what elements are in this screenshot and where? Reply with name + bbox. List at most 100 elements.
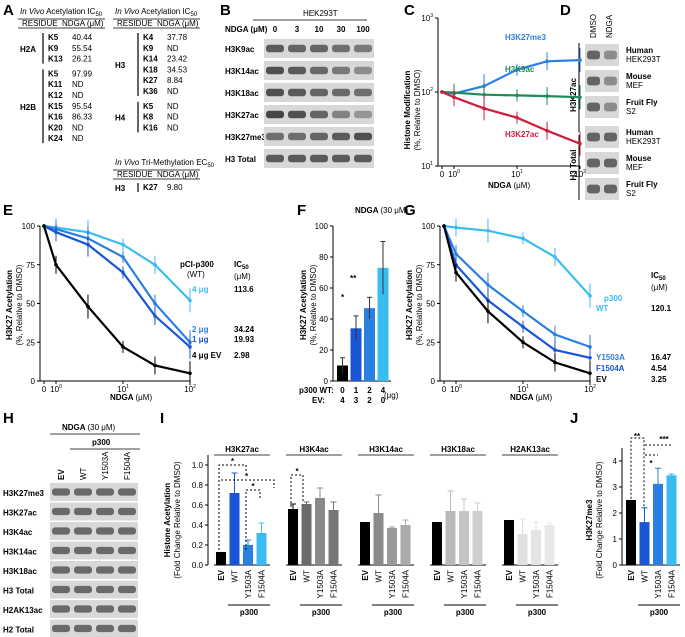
i-p300: p300 xyxy=(456,608,475,617)
panel-label-j: J xyxy=(570,410,578,427)
a-value: ND xyxy=(72,80,84,89)
blot-band xyxy=(116,619,138,637)
b-doses: 0 3 10 30 100 xyxy=(273,25,370,34)
blot-band xyxy=(585,126,602,148)
d-col-ndga: NDGA xyxy=(605,14,614,38)
a-value: ND xyxy=(167,87,179,96)
c-ylabel2: (%, Relative to DMSO) xyxy=(413,69,422,150)
c-xtick: 100 xyxy=(448,169,460,179)
f-ytick: 80 xyxy=(319,253,328,262)
bar xyxy=(626,500,636,565)
blot-band xyxy=(330,149,352,168)
bar xyxy=(544,525,555,565)
bar xyxy=(517,534,528,565)
bar xyxy=(387,528,397,565)
g-ic-value: 3.25 xyxy=(651,375,667,384)
blot-band xyxy=(94,561,116,579)
j-ytick: 2 xyxy=(613,509,618,518)
i-lane-label: WT xyxy=(519,570,528,583)
i-p300: p300 xyxy=(384,608,403,617)
a-value: 9.80 xyxy=(167,183,183,192)
blot-band xyxy=(286,127,308,146)
i-sig: * xyxy=(231,457,235,466)
blot-band xyxy=(286,39,308,58)
g-ytick: 50 xyxy=(426,300,435,309)
blot-band xyxy=(264,83,286,102)
b-row-label: H3K14ac xyxy=(225,67,259,76)
bar xyxy=(432,522,442,565)
series-line-f1504a xyxy=(442,225,591,359)
i-ytick: 0.6 xyxy=(192,501,204,510)
series-line-ev xyxy=(442,225,591,375)
blot-band xyxy=(94,580,116,599)
e-ytick: 25 xyxy=(26,338,35,347)
h-p300: p300 xyxy=(92,438,111,447)
g-xtick: 0 xyxy=(442,385,447,394)
blot-band xyxy=(330,105,352,124)
j-ytick: 1 xyxy=(613,535,618,544)
panel-label-g: G xyxy=(404,202,416,219)
f-wt-value: 1 xyxy=(354,386,359,395)
a-residue: K18 xyxy=(143,65,158,74)
i-group-title: H3K4ac xyxy=(299,445,329,454)
e-legend-head2: (WT) xyxy=(187,270,205,279)
a-group-label: H2B xyxy=(20,103,36,112)
f-ytick: 20 xyxy=(319,346,328,355)
panel-b-blot: HEK293T NDGA (μM) 0 3 10 30 100 H3K9ac H3K14a… xyxy=(225,9,374,168)
f-ylabel: H3K27 Acetylation xyxy=(299,270,308,340)
i-ytick: 0.8 xyxy=(192,481,204,490)
e-series-label: 4 μg xyxy=(192,285,209,294)
e-ic-unit: (μM) xyxy=(234,272,251,281)
f-row1-label: p300 WT: xyxy=(299,386,334,395)
i-ytick: 0.0 xyxy=(192,561,204,570)
a-left-table: K5 40.44 K9 55.54 K13 26.21 H2A K5 97.99 K11 ND K12… xyxy=(20,33,93,144)
a-residue: K4 xyxy=(143,33,154,42)
bar xyxy=(653,483,663,565)
d-cellline: MEF xyxy=(626,163,643,172)
blot-band xyxy=(50,541,72,560)
h-lanes: EV WT Y1503A F1504A xyxy=(57,451,132,480)
a-value: 55.54 xyxy=(72,44,93,53)
d-cellline: S2 xyxy=(626,189,636,198)
panel-i-chart: Histone Acetylation (Fold Change Relativ… xyxy=(163,461,182,579)
panel-f-chart: NDGA (30 μM) H3K27 Acetylation (%, Relat… xyxy=(299,206,409,405)
a-value: 26.21 xyxy=(72,55,93,64)
panel-letters: A B C D E F G H I J xyxy=(3,2,578,427)
a-group-label: H2A xyxy=(20,45,36,54)
i-lane-label: EV xyxy=(433,569,442,580)
g-ytick: 25 xyxy=(426,338,435,347)
series-line-1-μg xyxy=(43,225,191,348)
a-group-label: H4 xyxy=(115,114,126,123)
i-lane-label: EV xyxy=(289,569,298,580)
blot-band xyxy=(264,127,286,146)
series-line-4-μg-ev xyxy=(42,225,191,375)
e-xtick: 102 xyxy=(184,384,196,394)
bar xyxy=(504,520,514,565)
h-lane: F1504A xyxy=(123,451,132,480)
panel-h-blot: NDGA (30 μM) p300 EV WT Y1503A F1504A H3K27… xyxy=(3,423,140,637)
bar xyxy=(315,498,325,565)
f-title: NDGA (30 μM) xyxy=(355,206,409,215)
b-row-label: H3K9ac xyxy=(225,45,255,54)
j-ylabel2: (Fold Change Relative to DMSO) xyxy=(595,461,604,579)
g-ic-value: 16.47 xyxy=(651,353,672,362)
a-me-col-ndga: NDGA (μM) xyxy=(157,170,199,179)
g-ic-value: 4.54 xyxy=(651,364,667,373)
g-ylabel2: (%, Relative to DMSO) xyxy=(415,264,424,345)
d-cellline: HEK293T xyxy=(626,55,661,64)
i-ylabel2: (Fold Change Relative to DMSO) xyxy=(173,461,182,579)
a-value: ND xyxy=(167,44,179,53)
blot-band xyxy=(585,44,602,66)
e-ytick: 75 xyxy=(26,261,35,270)
bar xyxy=(243,545,253,565)
blot-band xyxy=(264,105,286,124)
h-row-label: H3K27ac xyxy=(3,509,37,518)
a-value: 23.42 xyxy=(167,55,188,64)
g-ytick: 100 xyxy=(422,222,436,231)
d-cellline: HEK293T xyxy=(626,137,661,146)
d-species: Human xyxy=(626,128,653,137)
j-ytick: 3 xyxy=(613,483,618,492)
b-dose-label: NDGA (μM) xyxy=(225,25,268,34)
bar xyxy=(229,493,240,565)
